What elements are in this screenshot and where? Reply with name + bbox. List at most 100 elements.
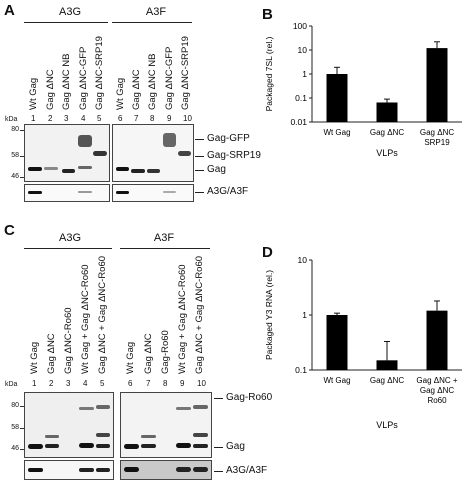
panel-c-label-gag-ro60: Gag-Ro60 xyxy=(226,392,273,403)
panel-a-label-dash xyxy=(195,139,204,140)
panel-a-marker-tick xyxy=(20,156,24,157)
panel-c-label-dash xyxy=(214,447,223,448)
blot-band xyxy=(124,467,139,472)
chart-packaged-y3: Packaged Y3 RNA (rel.) 0.1 1 10 Wt Gag Gag ΔN… xyxy=(264,255,462,430)
blot-band xyxy=(163,191,176,193)
panel-a-group-a3g: A3G xyxy=(58,6,81,18)
y-tick-label: 0.1 xyxy=(295,93,307,103)
lane-number: 3 xyxy=(64,114,69,123)
panel-c-marker-46: 46 xyxy=(11,445,19,452)
lane-label: Gag ΔNC + Gag ΔNC-Ro60 xyxy=(194,255,205,374)
lane-label: Wt Gag xyxy=(29,341,40,374)
lane-number: 7 xyxy=(134,114,139,123)
blot-band xyxy=(79,407,94,410)
panel-c-marker-tick xyxy=(20,449,24,450)
blot-band xyxy=(79,443,94,448)
lane-number: 9 xyxy=(167,114,172,123)
panel-a-label-gag: Gag xyxy=(207,164,226,175)
lane-label: Gag ΔNC NB xyxy=(61,53,72,111)
lane-label: Wt Gag xyxy=(28,77,39,110)
blot-band xyxy=(116,191,129,194)
x-axis-label: VLPs xyxy=(376,148,398,158)
blot-band xyxy=(176,467,191,472)
lane-number: 4 xyxy=(83,379,88,388)
panel-a-group-a3g-line xyxy=(24,22,108,23)
blot-band xyxy=(176,443,191,448)
panel-a-label-a3g-a3f: A3G/A3F xyxy=(207,186,249,197)
lane-number: 6 xyxy=(128,379,133,388)
blot-band xyxy=(44,167,58,170)
lane-label: Gag ΔNC-SRP19 xyxy=(180,36,191,110)
y-tick-label: 0.1 xyxy=(295,365,307,375)
panel-c-label-a3g-a3f: A3G/A3F xyxy=(226,465,268,476)
x-tick-label: Wt Gag xyxy=(323,376,350,385)
blot-band xyxy=(93,151,107,156)
blot-band xyxy=(96,468,110,472)
blot-band xyxy=(147,169,160,173)
y-tick-label: 1 xyxy=(302,69,307,79)
blot-band xyxy=(96,405,110,409)
lane-label: Gag ΔNC NB xyxy=(147,53,158,111)
lane-label: Gag ΔNC xyxy=(131,69,142,110)
panel-b-letter: B xyxy=(262,6,273,23)
y-tick-label: 1 xyxy=(302,310,307,320)
panel-c-marker-58: 58 xyxy=(11,424,19,431)
lane-label: Gag ΔNC + Gag ΔNC-Ro60 xyxy=(97,255,108,374)
blot-band xyxy=(163,133,176,147)
lane-label: Gag ΔNC xyxy=(143,333,154,374)
blot-band xyxy=(124,444,139,449)
panel-a-group-a3f: A3F xyxy=(145,6,167,18)
bar xyxy=(326,74,348,122)
x-tick-label: SRP19 xyxy=(424,138,450,147)
lane-number: 6 xyxy=(118,114,123,123)
y-tick-label: 10 xyxy=(298,45,308,55)
panel-c-group-a3f-line xyxy=(120,248,210,249)
panel-a-label-dash xyxy=(195,170,204,171)
bar xyxy=(426,310,448,370)
blot-band xyxy=(116,167,129,171)
lane-number: 2 xyxy=(48,114,53,123)
lane-number: 10 xyxy=(183,114,192,123)
panel-c-blot-a3g xyxy=(24,392,114,458)
blot-band xyxy=(96,433,110,437)
panel-a-blot-a3g xyxy=(24,124,110,182)
x-tick-label: Gag ΔNC xyxy=(420,386,454,395)
panel-a-letter: A xyxy=(4,2,15,19)
lane-label: Gag ΔNC xyxy=(46,333,57,374)
panel-c-group-a3f: A3F xyxy=(153,232,175,244)
panel-a-blot-a3f-bottom xyxy=(112,184,194,202)
panel-c-marker-tick xyxy=(20,406,24,407)
lane-number: 4 xyxy=(81,114,86,123)
blot-band xyxy=(45,444,59,448)
blot-band xyxy=(176,407,191,410)
blot-band xyxy=(78,166,92,169)
lane-label: Gag ΔNC-GFP xyxy=(78,46,89,110)
blot-band xyxy=(141,435,156,438)
panel-c-marker-tick xyxy=(20,428,24,429)
blot-band xyxy=(178,151,191,156)
lane-label: Wt Gag + Gag ΔNC-Ro60 xyxy=(177,264,188,374)
blot-band xyxy=(141,444,156,448)
bar xyxy=(376,102,398,122)
lane-label: Wt Gag xyxy=(125,341,136,374)
chart-packaged-7sl: Packaged 7SL (rel.) 0.01 0.1 1 10 100 Wt Gag Ga… xyxy=(264,22,462,158)
lane-number: 7 xyxy=(146,379,151,388)
panel-c-label-gag: Gag xyxy=(226,441,245,452)
lane-number: 1 xyxy=(32,379,37,388)
panel-c-letter: C xyxy=(4,222,15,239)
x-tick-label: Gag ΔNC xyxy=(420,128,454,137)
blot-band xyxy=(96,444,110,448)
lane-number: 2 xyxy=(49,379,54,388)
lane-number: 1 xyxy=(31,114,36,123)
lane-label: Wt Gag xyxy=(115,77,126,110)
panel-c-group-a3g: A3G xyxy=(58,232,81,244)
x-tick-label: Ro60 xyxy=(427,396,447,405)
panel-a-label-gag-gfp: Gag-GFP xyxy=(207,133,250,144)
bar xyxy=(376,360,398,370)
lane-label: Gag ΔNC-Ro60 xyxy=(63,307,74,374)
panel-a-label-dash xyxy=(195,156,204,157)
y-tick-label: 100 xyxy=(293,22,307,31)
x-tick-label: Wt Gag xyxy=(323,128,350,137)
lane-label: Gag ΔNC-SRP19 xyxy=(94,36,105,110)
x-tick-label: Gag ΔNC + xyxy=(416,376,457,385)
